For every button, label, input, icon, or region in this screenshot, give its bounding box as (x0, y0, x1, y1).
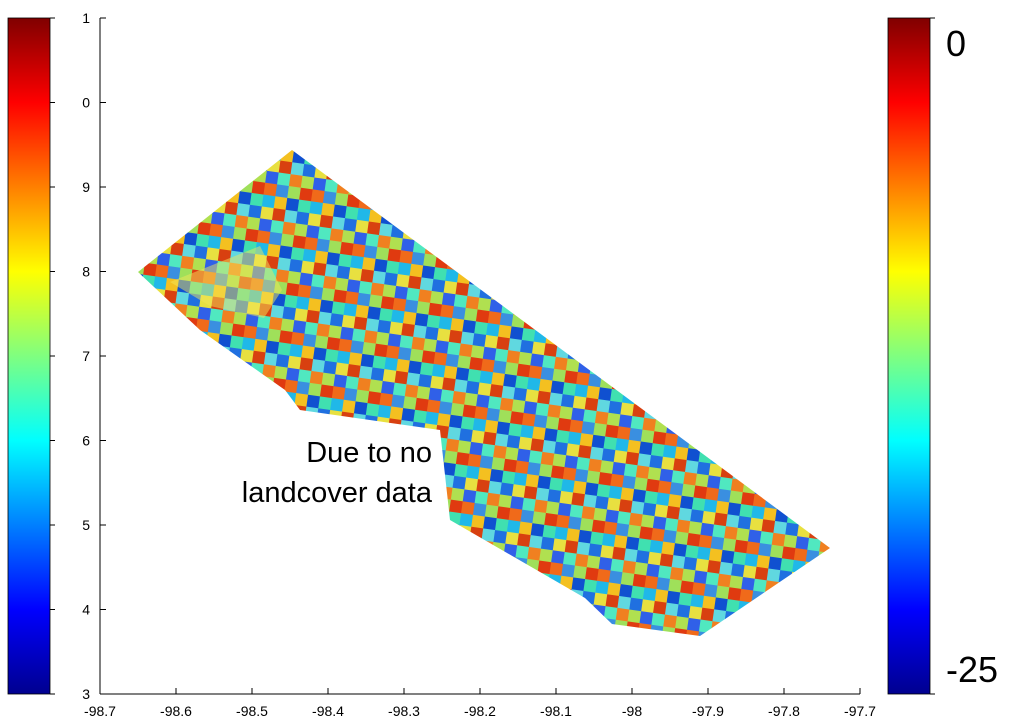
x-tick-label: -98.5 (236, 703, 268, 719)
x-tick-label: -98.7 (84, 703, 116, 719)
x-tick-label: -97.7 (844, 703, 876, 719)
y-tick-label: 7 (82, 348, 90, 364)
x-tick-label: -97.8 (768, 703, 800, 719)
y-tick-label: 1 (82, 10, 90, 26)
colorbar-label: 0 (946, 23, 966, 64)
left-colorbar (7, 17, 51, 695)
y-tick-label: 3 (82, 686, 90, 702)
colorbar-label: -25 (946, 649, 998, 690)
x-tick-label: -97.9 (692, 703, 724, 719)
river-area (170, 246, 282, 318)
raster-map (138, 150, 830, 636)
x-tick-label: -98.3 (388, 703, 420, 719)
y-tick-label: 8 (82, 264, 90, 280)
y-tick-label: 5 (82, 517, 90, 533)
x-tick-label: -98 (622, 703, 642, 719)
y-tick-label: 9 (82, 179, 90, 195)
x-tick-label: -98.1 (540, 703, 572, 719)
y-tick-label: 0 (82, 95, 90, 111)
annotation: landcover data (242, 477, 433, 509)
x-tick-label: -98.6 (160, 703, 192, 719)
x-tick-label: -98.2 (464, 703, 496, 719)
annotation: Due to no (306, 437, 432, 469)
y-tick-label: 4 (82, 602, 90, 618)
x-tick-label: -98.4 (312, 703, 344, 719)
right-colorbar (887, 17, 931, 695)
y-tick-label: 6 (82, 433, 90, 449)
